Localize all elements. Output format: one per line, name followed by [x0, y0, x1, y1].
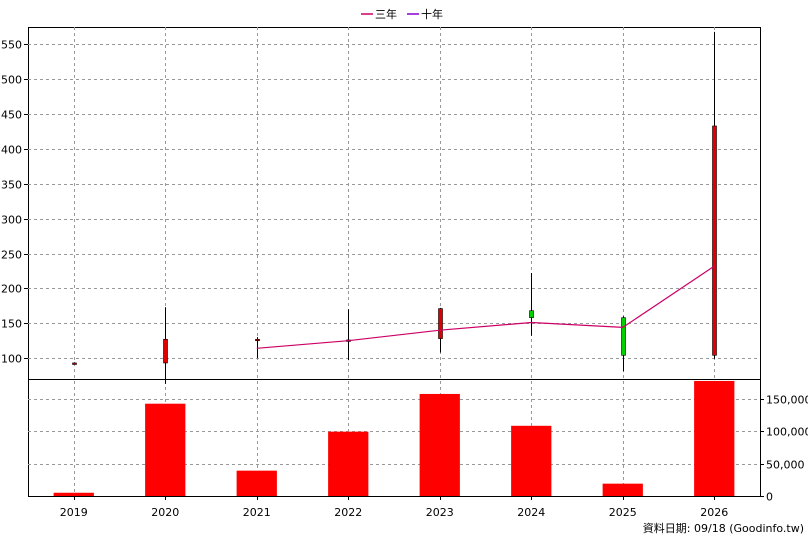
x-tick-label: 2024	[517, 506, 545, 519]
x-tick-label: 2026	[700, 506, 728, 519]
volume-bar	[694, 380, 735, 496]
candle-body	[255, 338, 260, 342]
volume-tick-label: 100,000	[766, 426, 808, 439]
candle-body	[163, 338, 168, 364]
volume-bar	[53, 492, 94, 496]
x-tick-label: 2019	[60, 506, 88, 519]
x-tick-label: 2025	[609, 506, 637, 519]
volume-bar	[328, 431, 369, 496]
candle-body	[72, 362, 77, 365]
moving-average-lines	[256, 265, 715, 349]
price-tick-label: 200	[1, 283, 22, 296]
price-candles	[72, 31, 717, 384]
volume-tick-label: 0	[766, 491, 773, 504]
volume-tick-label: 150,000	[766, 394, 808, 407]
x-tick-label: 2021	[243, 506, 271, 519]
volume-bar	[236, 470, 277, 496]
x-tick-label: 2022	[334, 506, 362, 519]
volume-plot-frame	[28, 379, 761, 497]
volume-bars	[53, 380, 735, 496]
legend-ten-year-label: 十年	[421, 7, 443, 21]
price-tick-label: 400	[1, 144, 22, 157]
price-tick-label: 300	[1, 214, 22, 227]
footer-source: 資料日期: 09/18 (Goodinfo.tw)	[643, 521, 804, 535]
three-year-line	[256, 265, 715, 349]
x-tick-label: 2023	[426, 506, 454, 519]
price-tick-label: 250	[1, 249, 22, 262]
price-plot-frame	[28, 27, 761, 380]
candle-body	[529, 310, 534, 318]
candle-body	[621, 317, 626, 356]
price-tick-label: 350	[1, 179, 22, 192]
candle-body	[438, 308, 443, 339]
volume-bar	[419, 393, 460, 496]
legend-three-year-label: 三年	[375, 7, 397, 21]
price-tick-label: 450	[1, 109, 22, 122]
price-tick-label: 100	[1, 353, 22, 366]
volume-bar	[145, 403, 186, 496]
volume-bar	[511, 425, 552, 496]
price-tick-label: 550	[1, 39, 22, 52]
legend: 三年 十年	[361, 7, 443, 21]
price-tick-label: 150	[1, 318, 22, 331]
x-tick-label: 2020	[151, 506, 179, 519]
volume-tick-label: 50,000	[766, 459, 805, 472]
price-tick-label: 500	[1, 74, 22, 87]
axis-layer: 2019 2020 2021 2022 2023 2024 2025 2026 100 150 20…	[1, 39, 808, 520]
candle-body	[712, 125, 717, 356]
volume-bar	[602, 483, 643, 496]
